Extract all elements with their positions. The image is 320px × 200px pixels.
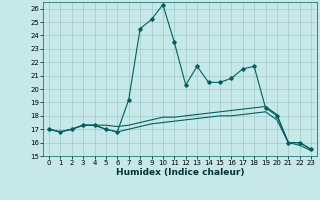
X-axis label: Humidex (Indice chaleur): Humidex (Indice chaleur) <box>116 168 244 177</box>
